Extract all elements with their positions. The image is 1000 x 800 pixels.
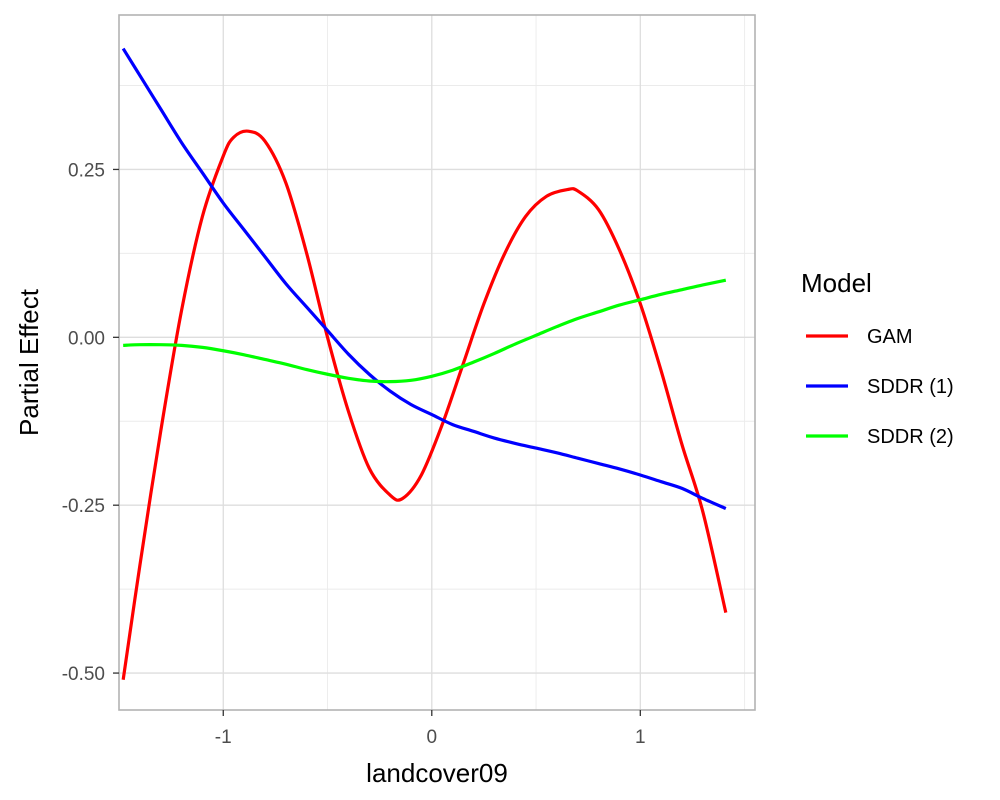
legend-label-sddr-2: SDDR (2)	[867, 426, 954, 448]
y-tick-label: -0.50	[62, 664, 105, 685]
panel-border	[118, 14, 756, 711]
series-line-sddr-2	[123, 278, 727, 384]
y-axis-ticks: -0.50 -0.25 0.00 0.25	[62, 160, 119, 685]
y-tick-label: -0.25	[62, 496, 105, 517]
series-line-gam	[121, 129, 728, 681]
legend-title: Model	[801, 268, 872, 298]
series-lines	[121, 47, 728, 681]
x-axis-ticks: -1 0 1	[215, 710, 646, 748]
x-tick-label: 1	[635, 727, 646, 748]
x-tick-label: 0	[426, 727, 437, 748]
y-tick-label: 0.00	[68, 328, 105, 349]
x-tick-label: -1	[215, 727, 232, 748]
legend: Model GAM SDDR (1) SDDR (2)	[801, 268, 954, 448]
x-axis-title: landcover09	[366, 758, 508, 788]
y-tick-label: 0.25	[68, 160, 105, 181]
y-axis-title: Partial Effect	[14, 288, 44, 436]
major-gridlines	[119, 15, 755, 710]
minor-gridlines	[118, 15, 755, 710]
legend-label-gam: GAM	[867, 326, 913, 348]
legend-label-sddr-1: SDDR (1)	[867, 376, 954, 398]
series-line-sddr-1	[121, 47, 727, 511]
